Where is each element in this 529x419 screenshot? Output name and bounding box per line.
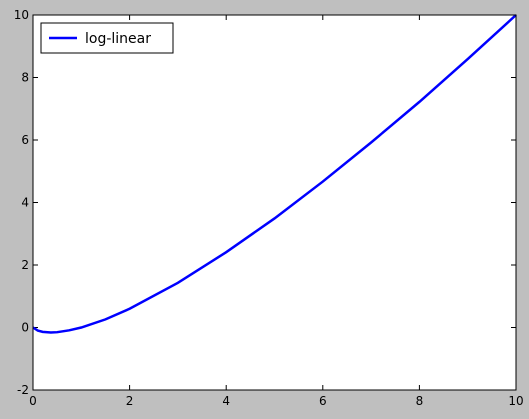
x-tick-label: 6 (319, 394, 327, 408)
plot-frame (32, 14, 517, 391)
data-line (32, 14, 517, 334)
y-tick-label: 10 (14, 8, 29, 22)
y-tick-label: 4 (21, 196, 29, 210)
x-tick-label: 0 (29, 394, 37, 408)
y-tick-label: 0 (21, 321, 29, 335)
y-tick-label: 6 (21, 133, 29, 147)
legend-label: log-linear (85, 31, 151, 47)
y-tick-label: 8 (21, 71, 29, 85)
x-tick-label: 10 (508, 394, 523, 408)
y-tick-label: -2 (17, 383, 29, 397)
x-tick-label: 4 (222, 394, 230, 408)
plot-area (33, 15, 516, 390)
x-tick-label: 2 (126, 394, 134, 408)
x-tick-label: 8 (416, 394, 424, 408)
y-tick-label: 2 (21, 258, 29, 272)
